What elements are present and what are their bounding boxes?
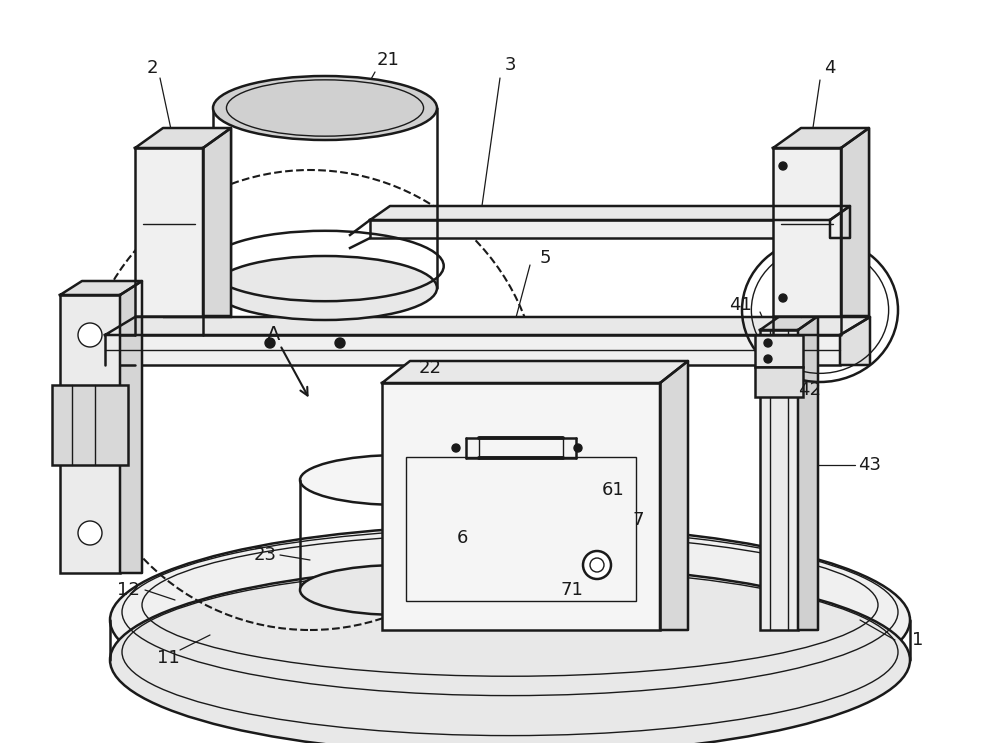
Text: 4: 4 [824, 59, 836, 77]
Text: 1: 1 [912, 631, 924, 649]
Polygon shape [382, 361, 688, 383]
Ellipse shape [78, 323, 102, 347]
Bar [760, 330, 798, 630]
Circle shape [265, 338, 275, 348]
Ellipse shape [300, 455, 500, 505]
Polygon shape [840, 317, 870, 365]
Text: 12: 12 [117, 581, 139, 599]
Circle shape [764, 355, 772, 363]
Bar [382, 383, 660, 630]
Bar [755, 335, 803, 367]
Polygon shape [105, 317, 870, 335]
Circle shape [779, 162, 787, 170]
Polygon shape [370, 206, 850, 220]
Bar [105, 335, 840, 365]
Bar [406, 457, 636, 601]
Polygon shape [135, 128, 231, 148]
Ellipse shape [78, 521, 102, 545]
Ellipse shape [590, 558, 604, 572]
Bar [755, 367, 803, 397]
Text: 7: 7 [632, 511, 644, 529]
Text: 42: 42 [798, 381, 822, 399]
Circle shape [452, 444, 460, 452]
Polygon shape [760, 316, 818, 330]
Ellipse shape [213, 256, 437, 320]
Circle shape [574, 444, 582, 452]
Text: 3: 3 [504, 56, 516, 74]
Ellipse shape [213, 76, 437, 140]
Bar [773, 148, 841, 316]
Bar [52, 385, 128, 465]
Text: 41: 41 [729, 296, 751, 314]
Bar [370, 220, 830, 238]
Text: A: A [267, 325, 281, 345]
Bar [60, 295, 120, 573]
Polygon shape [841, 128, 869, 316]
Ellipse shape [78, 423, 102, 447]
Text: 21: 21 [377, 51, 399, 69]
Ellipse shape [300, 565, 500, 615]
Ellipse shape [110, 525, 910, 715]
Ellipse shape [583, 551, 611, 579]
Text: 61: 61 [602, 481, 624, 499]
Text: 11: 11 [157, 649, 179, 667]
Circle shape [779, 294, 787, 302]
Polygon shape [773, 128, 869, 148]
Polygon shape [660, 361, 688, 630]
Text: 43: 43 [858, 456, 882, 474]
Text: 5: 5 [539, 249, 551, 267]
Polygon shape [830, 206, 850, 238]
Text: 6: 6 [456, 529, 468, 547]
Polygon shape [798, 316, 818, 630]
Polygon shape [60, 281, 142, 295]
Ellipse shape [110, 565, 910, 743]
Polygon shape [203, 128, 231, 316]
Text: 23: 23 [254, 546, 276, 564]
Bar [135, 148, 203, 316]
Circle shape [335, 338, 345, 348]
Text: 22: 22 [418, 359, 442, 377]
Text: 71: 71 [561, 581, 583, 599]
Text: 2: 2 [146, 59, 158, 77]
Polygon shape [120, 281, 142, 573]
Circle shape [764, 339, 772, 347]
